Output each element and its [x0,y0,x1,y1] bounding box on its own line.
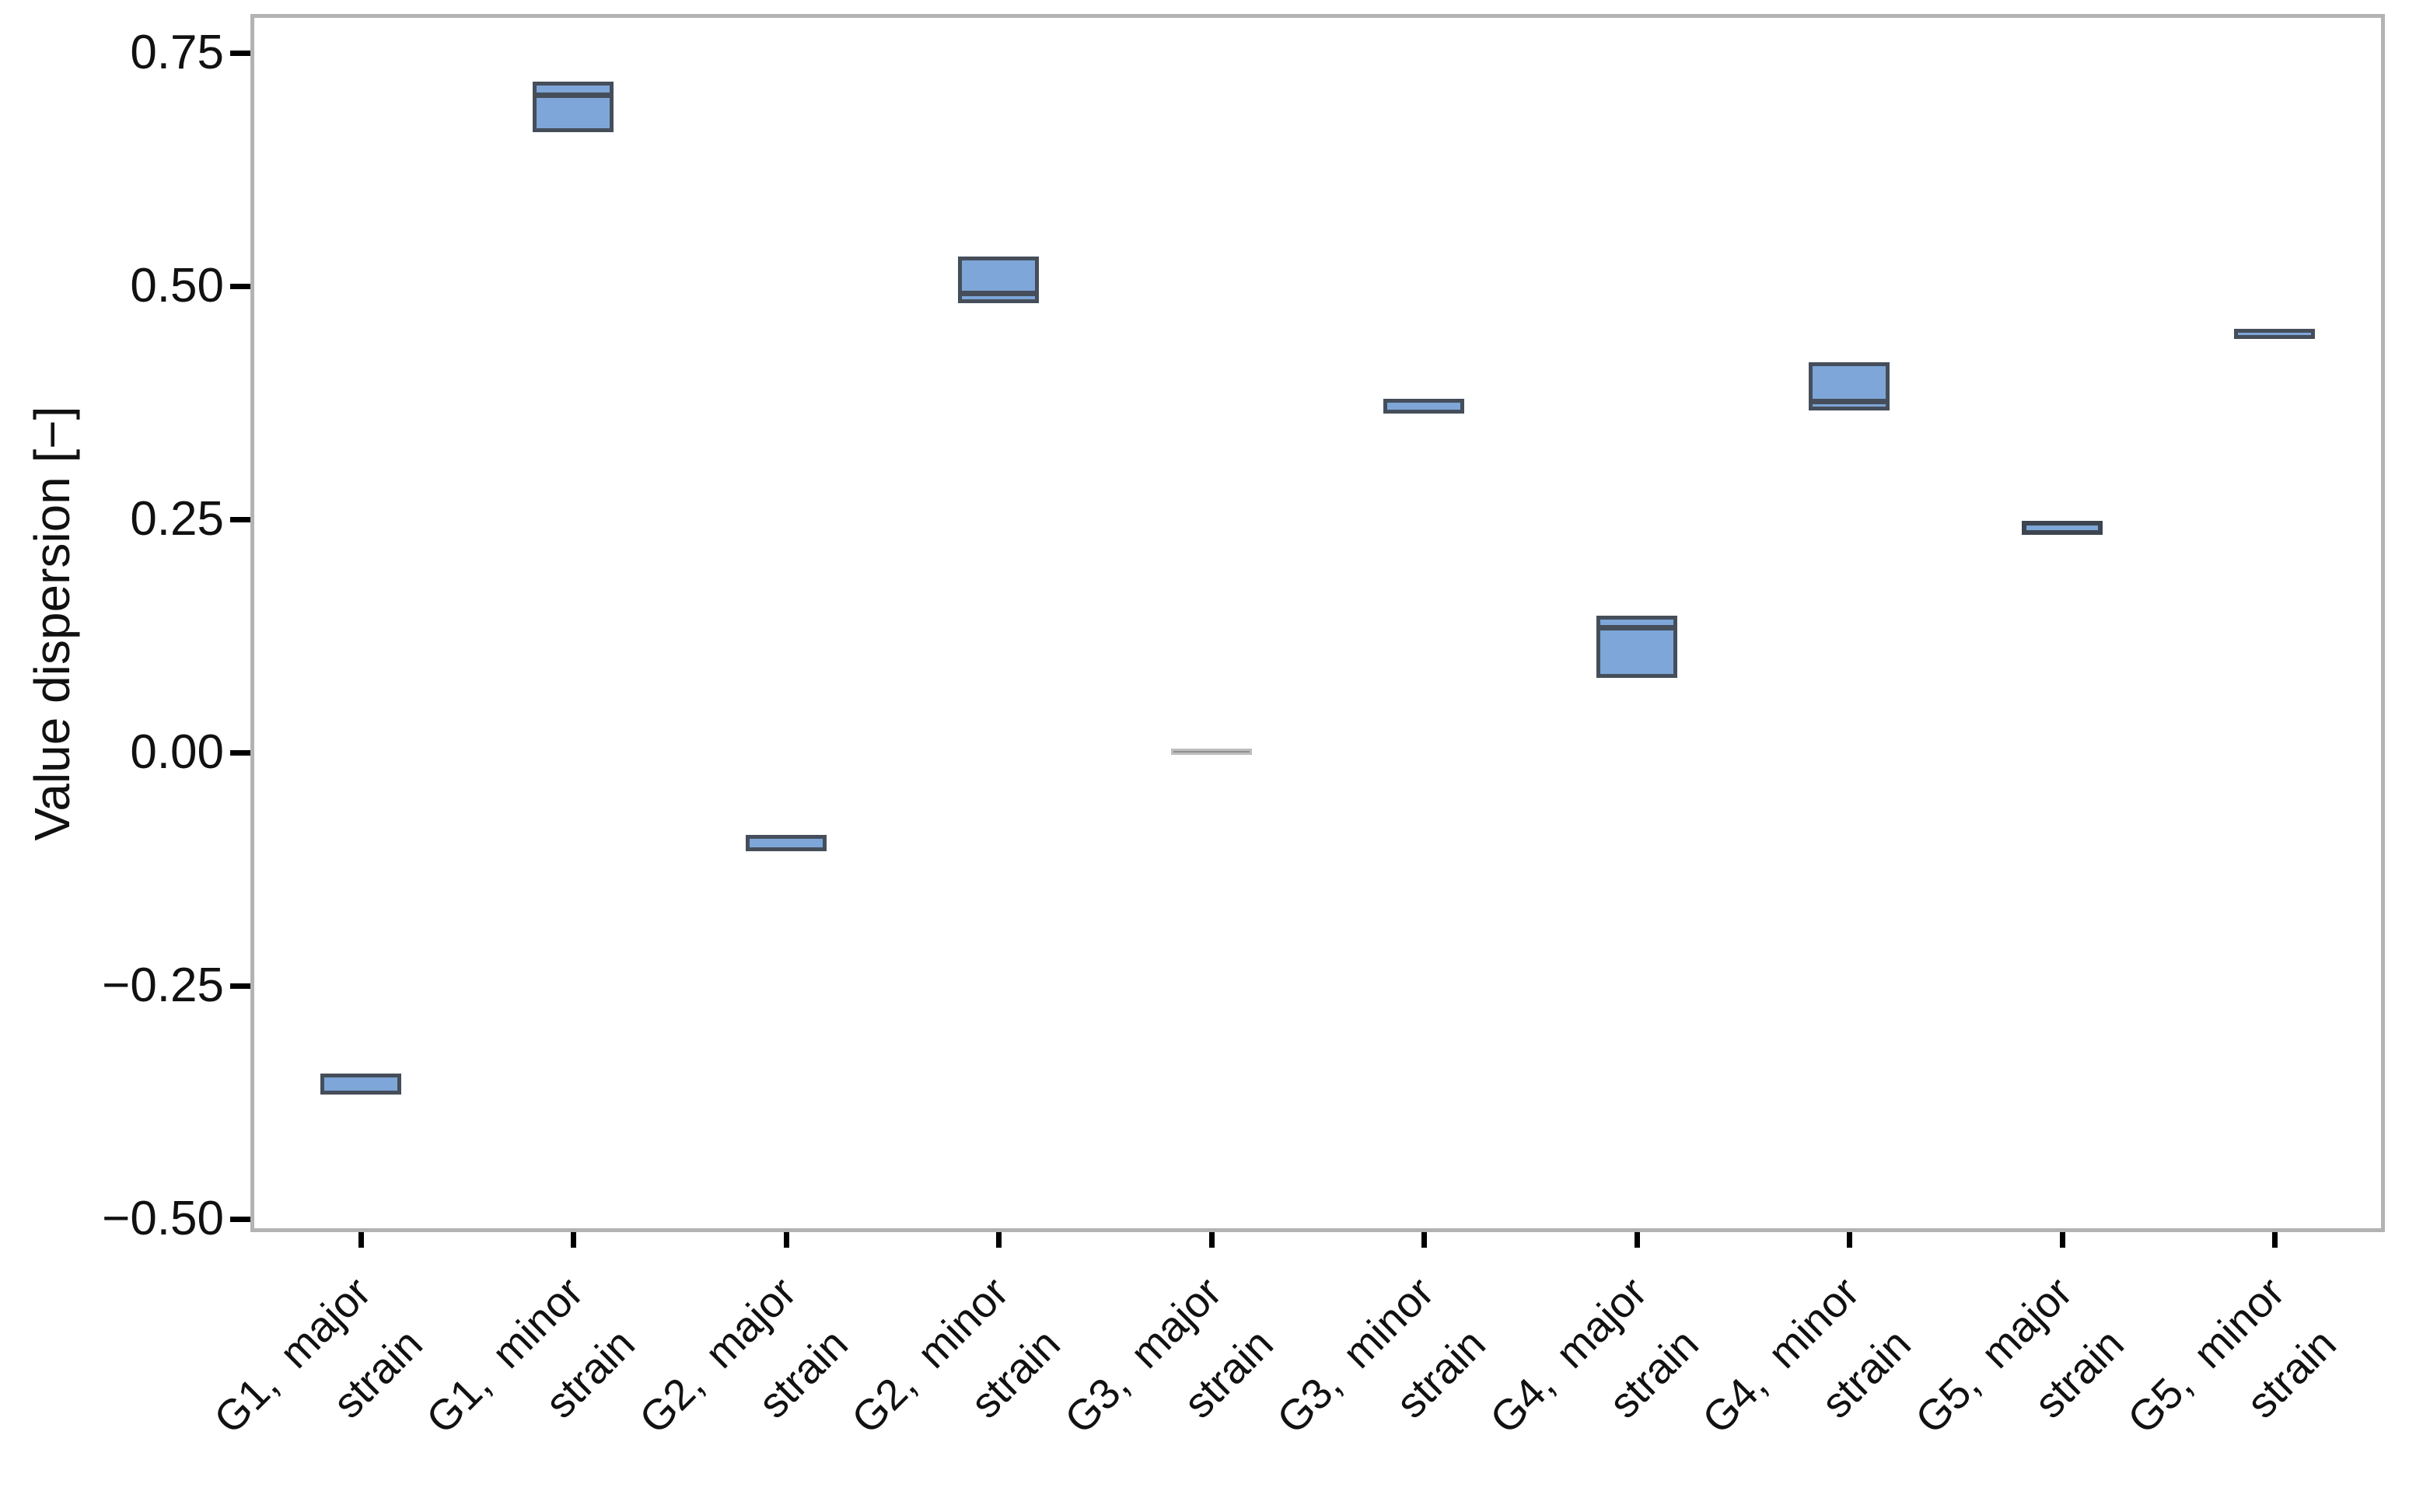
y-tick-mark [230,51,250,56]
x-tick-mark [996,1232,1002,1248]
x-tick-mark [2272,1232,2278,1248]
median-line [1600,624,1673,630]
y-tick-label: 0.50 [130,259,224,313]
x-category-label: G5, minor strain [1878,1259,2345,1443]
y-tick-label: −0.25 [102,959,224,1012]
y-tick-label: 0.25 [130,492,224,546]
median-line [962,291,1036,297]
x-tick-mark [1208,1232,1215,1248]
box-plot-box [1170,749,1252,756]
box-plot-box [320,1073,401,1095]
y-tick-mark [230,517,250,522]
y-tick-label: 0.00 [130,725,224,779]
x-tick-mark [358,1232,364,1248]
box-plot-box [745,834,827,852]
y-tick-label: −0.50 [102,1192,224,1245]
x-tick-mark [1847,1232,1853,1248]
box-plot-box [2021,521,2103,536]
median-line [1813,399,1886,405]
plot-area [250,14,2385,1232]
median-line [537,92,610,98]
y-tick-label: 0.75 [130,26,224,79]
x-category-label-text: G5, minor strain [2118,1267,2345,1443]
y-tick-mark [230,1217,250,1222]
box-plot-box [2234,329,2316,340]
y-tick-mark [230,750,250,756]
x-tick-mark [571,1232,577,1248]
box-plot-box [1383,399,1465,414]
x-tick-mark [2059,1232,2065,1248]
box-plot-box [533,82,614,132]
y-tick-mark [230,284,250,289]
y-tick-mark [230,983,250,989]
x-tick-mark [1634,1232,1640,1248]
x-tick-mark [1421,1232,1428,1248]
y-axis-title: Value dispersion [−] [24,405,80,841]
x-tick-mark [783,1232,789,1248]
